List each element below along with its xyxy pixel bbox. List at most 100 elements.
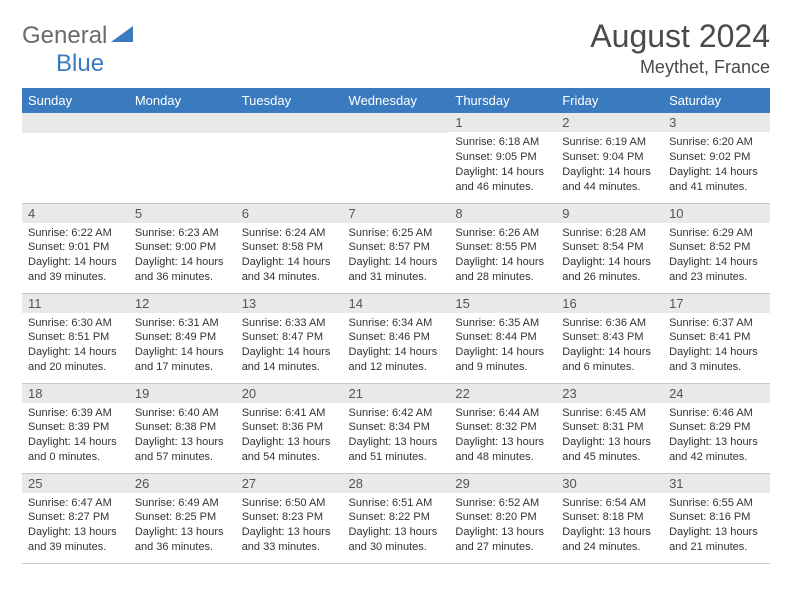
day-details: Sunrise: 6:31 AMSunset: 8:49 PMDaylight:… — [129, 313, 236, 379]
day-details: Sunrise: 6:49 AMSunset: 8:25 PMDaylight:… — [129, 493, 236, 559]
calendar-row: 25Sunrise: 6:47 AMSunset: 8:27 PMDayligh… — [22, 473, 770, 563]
calendar-cell: 27Sunrise: 6:50 AMSunset: 8:23 PMDayligh… — [236, 473, 343, 563]
calendar-body: 1Sunrise: 6:18 AMSunset: 9:05 PMDaylight… — [22, 113, 770, 563]
daynum: 25 — [22, 474, 129, 493]
calendar-cell — [22, 113, 129, 203]
daynum: 17 — [663, 294, 770, 313]
calendar-cell: 15Sunrise: 6:35 AMSunset: 8:44 PMDayligh… — [449, 293, 556, 383]
calendar-cell: 10Sunrise: 6:29 AMSunset: 8:52 PMDayligh… — [663, 203, 770, 293]
daynum: 1 — [449, 113, 556, 132]
daynum: 15 — [449, 294, 556, 313]
calendar-cell: 28Sunrise: 6:51 AMSunset: 8:22 PMDayligh… — [343, 473, 450, 563]
logo-general: General — [22, 22, 107, 50]
day-details: Sunrise: 6:51 AMSunset: 8:22 PMDaylight:… — [343, 493, 450, 559]
day-details: Sunrise: 6:22 AMSunset: 9:01 PMDaylight:… — [22, 223, 129, 289]
daynum: 9 — [556, 204, 663, 223]
calendar-cell: 3Sunrise: 6:20 AMSunset: 9:02 PMDaylight… — [663, 113, 770, 203]
weekday-header: Tuesday — [236, 88, 343, 113]
daynum: 14 — [343, 294, 450, 313]
day-details: Sunrise: 6:47 AMSunset: 8:27 PMDaylight:… — [22, 493, 129, 559]
daynum: 26 — [129, 474, 236, 493]
calendar-cell — [236, 113, 343, 203]
day-details: Sunrise: 6:26 AMSunset: 8:55 PMDaylight:… — [449, 223, 556, 289]
calendar-cell: 9Sunrise: 6:28 AMSunset: 8:54 PMDaylight… — [556, 203, 663, 293]
calendar-cell: 8Sunrise: 6:26 AMSunset: 8:55 PMDaylight… — [449, 203, 556, 293]
daynum-empty — [236, 113, 343, 133]
day-details: Sunrise: 6:36 AMSunset: 8:43 PMDaylight:… — [556, 313, 663, 379]
calendar-row: 4Sunrise: 6:22 AMSunset: 9:01 PMDaylight… — [22, 203, 770, 293]
day-details: Sunrise: 6:20 AMSunset: 9:02 PMDaylight:… — [663, 132, 770, 198]
weekday-header: Saturday — [663, 88, 770, 113]
day-details: Sunrise: 6:19 AMSunset: 9:04 PMDaylight:… — [556, 132, 663, 198]
calendar-cell: 6Sunrise: 6:24 AMSunset: 8:58 PMDaylight… — [236, 203, 343, 293]
daynum: 2 — [556, 113, 663, 132]
daynum: 10 — [663, 204, 770, 223]
day-details: Sunrise: 6:54 AMSunset: 8:18 PMDaylight:… — [556, 493, 663, 559]
calendar-row: 18Sunrise: 6:39 AMSunset: 8:39 PMDayligh… — [22, 383, 770, 473]
day-details: Sunrise: 6:46 AMSunset: 8:29 PMDaylight:… — [663, 403, 770, 469]
daynum: 16 — [556, 294, 663, 313]
day-details: Sunrise: 6:30 AMSunset: 8:51 PMDaylight:… — [22, 313, 129, 379]
daynum: 19 — [129, 384, 236, 403]
daynum: 24 — [663, 384, 770, 403]
calendar-cell: 4Sunrise: 6:22 AMSunset: 9:01 PMDaylight… — [22, 203, 129, 293]
calendar-cell: 1Sunrise: 6:18 AMSunset: 9:05 PMDaylight… — [449, 113, 556, 203]
calendar-row: 1Sunrise: 6:18 AMSunset: 9:05 PMDaylight… — [22, 113, 770, 203]
calendar-cell: 24Sunrise: 6:46 AMSunset: 8:29 PMDayligh… — [663, 383, 770, 473]
calendar-cell: 21Sunrise: 6:42 AMSunset: 8:34 PMDayligh… — [343, 383, 450, 473]
calendar-cell: 12Sunrise: 6:31 AMSunset: 8:49 PMDayligh… — [129, 293, 236, 383]
day-details: Sunrise: 6:29 AMSunset: 8:52 PMDaylight:… — [663, 223, 770, 289]
calendar-cell: 17Sunrise: 6:37 AMSunset: 8:41 PMDayligh… — [663, 293, 770, 383]
logo-triangle-icon — [111, 24, 133, 47]
daynum-empty — [129, 113, 236, 133]
daynum: 29 — [449, 474, 556, 493]
day-details: Sunrise: 6:55 AMSunset: 8:16 PMDaylight:… — [663, 493, 770, 559]
weekday-header: Thursday — [449, 88, 556, 113]
logo-blue: Blue — [56, 50, 104, 77]
calendar-cell: 29Sunrise: 6:52 AMSunset: 8:20 PMDayligh… — [449, 473, 556, 563]
calendar-cell: 26Sunrise: 6:49 AMSunset: 8:25 PMDayligh… — [129, 473, 236, 563]
daynum: 30 — [556, 474, 663, 493]
day-details: Sunrise: 6:50 AMSunset: 8:23 PMDaylight:… — [236, 493, 343, 559]
daynum: 8 — [449, 204, 556, 223]
calendar-page: General August 2024 Meythet, France Blue… — [0, 0, 792, 582]
calendar-row: 11Sunrise: 6:30 AMSunset: 8:51 PMDayligh… — [22, 293, 770, 383]
calendar-cell: 2Sunrise: 6:19 AMSunset: 9:04 PMDaylight… — [556, 113, 663, 203]
calendar-cell — [343, 113, 450, 203]
daynum: 6 — [236, 204, 343, 223]
daynum: 12 — [129, 294, 236, 313]
daynum: 18 — [22, 384, 129, 403]
day-details: Sunrise: 6:23 AMSunset: 9:00 PMDaylight:… — [129, 223, 236, 289]
weekday-header: Sunday — [22, 88, 129, 113]
day-details: Sunrise: 6:24 AMSunset: 8:58 PMDaylight:… — [236, 223, 343, 289]
calendar-cell: 22Sunrise: 6:44 AMSunset: 8:32 PMDayligh… — [449, 383, 556, 473]
day-details: Sunrise: 6:52 AMSunset: 8:20 PMDaylight:… — [449, 493, 556, 559]
calendar-cell: 14Sunrise: 6:34 AMSunset: 8:46 PMDayligh… — [343, 293, 450, 383]
daynum: 11 — [22, 294, 129, 313]
calendar-cell: 7Sunrise: 6:25 AMSunset: 8:57 PMDaylight… — [343, 203, 450, 293]
calendar-cell: 16Sunrise: 6:36 AMSunset: 8:43 PMDayligh… — [556, 293, 663, 383]
day-details: Sunrise: 6:37 AMSunset: 8:41 PMDaylight:… — [663, 313, 770, 379]
day-details: Sunrise: 6:42 AMSunset: 8:34 PMDaylight:… — [343, 403, 450, 469]
daynum: 3 — [663, 113, 770, 132]
day-details: Sunrise: 6:40 AMSunset: 8:38 PMDaylight:… — [129, 403, 236, 469]
calendar-cell: 20Sunrise: 6:41 AMSunset: 8:36 PMDayligh… — [236, 383, 343, 473]
weekday-header-row: SundayMondayTuesdayWednesdayThursdayFrid… — [22, 88, 770, 113]
calendar-cell: 23Sunrise: 6:45 AMSunset: 8:31 PMDayligh… — [556, 383, 663, 473]
calendar-cell: 11Sunrise: 6:30 AMSunset: 8:51 PMDayligh… — [22, 293, 129, 383]
day-details: Sunrise: 6:25 AMSunset: 8:57 PMDaylight:… — [343, 223, 450, 289]
daynum: 31 — [663, 474, 770, 493]
day-details: Sunrise: 6:44 AMSunset: 8:32 PMDaylight:… — [449, 403, 556, 469]
calendar-cell: 31Sunrise: 6:55 AMSunset: 8:16 PMDayligh… — [663, 473, 770, 563]
daynum: 28 — [343, 474, 450, 493]
day-details: Sunrise: 6:33 AMSunset: 8:47 PMDaylight:… — [236, 313, 343, 379]
calendar-cell: 5Sunrise: 6:23 AMSunset: 9:00 PMDaylight… — [129, 203, 236, 293]
daynum: 5 — [129, 204, 236, 223]
daynum: 20 — [236, 384, 343, 403]
daynum: 22 — [449, 384, 556, 403]
daynum: 21 — [343, 384, 450, 403]
calendar-cell — [129, 113, 236, 203]
logo: General — [22, 22, 135, 50]
weekday-header: Monday — [129, 88, 236, 113]
daynum: 27 — [236, 474, 343, 493]
